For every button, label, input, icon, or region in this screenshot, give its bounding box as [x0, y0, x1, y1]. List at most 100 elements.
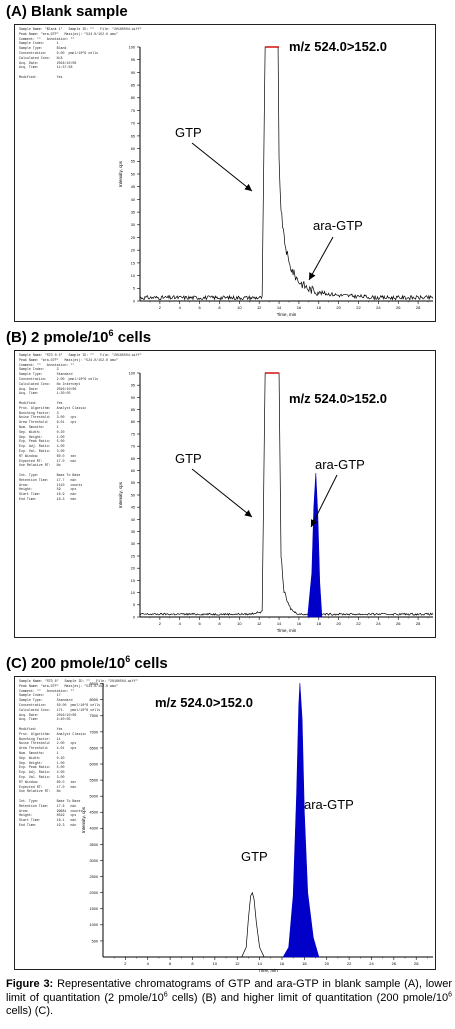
info-line: Sample Index: 1	[19, 41, 59, 46]
info-line: Num. Smooths: 1	[19, 750, 59, 755]
arrow-head	[244, 509, 252, 517]
x-tick-label: 8	[191, 961, 194, 966]
info-line: Sample Name: "STD 8" Sample ID: "" File:…	[19, 679, 138, 683]
info-line: Acq. Time: 1:30:05	[19, 391, 71, 396]
y-tick-label: 20	[131, 249, 135, 253]
info-line: Modified: Yes	[19, 726, 63, 731]
y-tick-label: 30	[131, 542, 135, 546]
y-tick-label: 35	[131, 211, 135, 215]
y-tick-label: 90	[131, 396, 135, 400]
y-tick-label: 50	[131, 172, 135, 176]
info-line: Sep. Width: 0.20	[19, 429, 65, 434]
figure-caption: Figure 3: Representative chromatograms o…	[6, 978, 453, 1017]
peak-label-ara-gtp: ara-GTP	[315, 457, 365, 472]
y-tick-label: 2500	[90, 875, 98, 879]
info-line: Int. Type: Base To Base	[19, 472, 81, 477]
info-line: RT Window: 60.0 sec	[19, 453, 77, 458]
x-tick-label: 12	[257, 305, 262, 310]
y-tick-label: 4000	[90, 827, 98, 831]
y-tick-label: 90	[131, 71, 135, 75]
y-tick-label: 40	[131, 198, 135, 202]
x-tick-label: 20	[325, 961, 330, 966]
x-tick-label: 12	[235, 961, 240, 966]
y-tick-label: 5000	[90, 795, 98, 799]
x-tick-label: 16	[280, 961, 285, 966]
info-line: Retention Time: 17.6 min	[19, 803, 77, 808]
y-tick-label: 4500	[90, 811, 98, 815]
y-tick-label: 6500	[90, 746, 98, 750]
panel-b-info-text: Sample Name: "STD 0.5" Sample ID: "" Fil…	[19, 353, 142, 502]
x-axis-label: Time, min	[258, 968, 278, 973]
info-line: Sample Name: "Blank 1" Sample ID: "" Fil…	[19, 27, 142, 31]
chromatogram-panel-c: Sample Name: "STD 8" Sample ID: "" File:…	[14, 676, 436, 973]
y-tick-label: 2000	[90, 891, 98, 895]
y-tick-label: 5	[133, 287, 135, 291]
x-axis-label: Time, min	[277, 628, 297, 633]
y-tick-label: 500	[92, 939, 98, 943]
y-tick-label: 85	[131, 84, 135, 88]
info-line: Area Threshold: 6.01 cps	[19, 420, 77, 425]
y-tick-label: 8500	[90, 682, 98, 686]
y-tick-label: 10	[131, 274, 135, 278]
info-line: Sep. Height: 1.00	[19, 434, 65, 439]
info-line: Comment: "" Annotation: ""	[19, 688, 75, 693]
y-tick-label: 5500	[90, 779, 98, 783]
series-gtp-trace	[139, 46, 434, 301]
info-line: Use Relative RT: No	[19, 463, 61, 468]
x-tick-label: 2	[159, 305, 162, 310]
y-tick-label: 5	[133, 603, 135, 607]
y-tick-label: 1000	[90, 923, 98, 927]
x-tick-label: 22	[347, 961, 352, 966]
x-tick-label: 10	[237, 305, 242, 310]
x-tick-label: 2	[159, 621, 162, 626]
info-line: End Time: 18.3 min	[19, 496, 77, 501]
x-tick-label: 6	[169, 961, 172, 966]
info-line: Use Relative RT: No	[19, 789, 61, 794]
info-line: Start Time: 16.9 min	[19, 492, 77, 497]
y-tick-label: 75	[131, 109, 135, 113]
info-line: Int. Type: Base To Base	[19, 798, 81, 803]
info-line: Height: 8519 cps	[19, 813, 77, 818]
y-axis-label: Intensity, cps	[81, 806, 86, 833]
y-tick-label: 95	[131, 58, 135, 62]
x-tick-label: 24	[376, 305, 381, 310]
y-tick-label: 95	[131, 384, 135, 388]
panel-a-info-text: Sample Name: "Blank 1" Sample ID: "" Fil…	[19, 27, 142, 80]
arrow-head	[311, 519, 318, 527]
info-line: Exp. Adj. Ratio: 4.00	[19, 444, 65, 449]
series-ara-gtp-peak	[307, 473, 323, 618]
x-tick-label: 4	[179, 621, 182, 626]
info-line: Sample Type: Standard	[19, 372, 73, 377]
series-ara-gtp-peak	[282, 682, 320, 958]
x-axis-label: Time, min	[277, 312, 297, 317]
y-tick-label: 100	[129, 45, 135, 49]
peak-arrow	[191, 468, 253, 518]
info-line: Exp. Val. Ratio: 3.00	[19, 774, 65, 779]
arrow-head	[244, 183, 252, 191]
info-line: Peak Name: "ara-GTP" Mass(es): "524.0/15…	[19, 357, 118, 362]
y-tick-label: 70	[131, 445, 135, 449]
info-line: Concentration: 0.00 pmol/10^6 cells	[19, 50, 99, 55]
peak-arrow	[308, 236, 334, 281]
y-tick-label: 50	[131, 493, 135, 497]
x-tick-label: 28	[416, 305, 421, 310]
x-tick-label: 4	[147, 961, 150, 966]
info-line: Acq. Date: 2016/10/06	[19, 60, 77, 65]
x-tick-label: 26	[396, 621, 401, 626]
info-line: Start Time: 16.1 min	[19, 818, 77, 823]
y-tick-label: 60	[131, 469, 135, 473]
info-line: Sample Index: 17	[19, 693, 61, 698]
y-tick-label: 6000	[90, 762, 98, 766]
peak-label-gtp: GTP	[241, 849, 268, 864]
info-line: RT Window: 60.0 sec	[19, 779, 77, 784]
info-line: Area: 99681 counts	[19, 808, 83, 813]
info-line: Calculated Conc: N/A	[19, 55, 63, 60]
y-tick-label: 35	[131, 530, 135, 534]
info-line: Sep. Height: 1.00	[19, 760, 65, 765]
y-tick-label: 25	[131, 554, 135, 558]
x-tick-label: 24	[369, 961, 374, 966]
y-tick-label: 100	[129, 371, 135, 375]
y-tick-label: 3000	[90, 859, 98, 863]
panel-b-title: (B) 2 pmole/106 cells	[6, 328, 152, 346]
info-line: Area: 1110 counts	[19, 482, 83, 487]
